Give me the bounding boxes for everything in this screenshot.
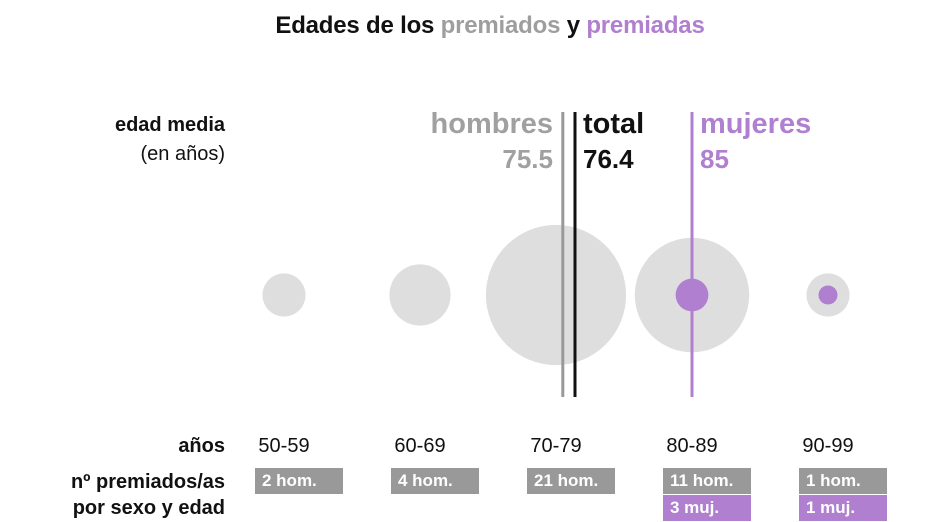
bubble-total-70-79 [485,224,627,366]
bubble-total-60-69 [389,264,451,326]
women-count-badge: 3 muj. [663,495,751,521]
age-label-70-79: 70-79 [530,435,582,457]
men-avg-value: 75.5 [502,144,553,174]
bubble-women-80-89 [675,278,709,312]
title-men-word: premiados [440,12,561,39]
age-label-90-99: 90-99 [802,435,854,457]
age-label-60-69: 60-69 [394,435,446,457]
men-count-badge: 11 hom. [663,468,751,494]
avg-unit-label: (en años) [140,143,226,165]
men-count-badge: 4 hom. [391,468,479,494]
title-women-word: premiadas [586,12,705,39]
years-label: años [178,435,225,457]
chart-title: Edades de los premiados y premiadas [0,12,928,40]
bubble-total-50-59 [262,273,306,317]
age-label-80-89: 80-89 [666,435,718,457]
total-avg-label: total [583,108,645,140]
men-avg-label: hombres [430,108,553,140]
men-count-badge: 21 hom. [527,468,615,494]
age-label-50-59: 50-59 [258,435,310,457]
bubble-women-90-99 [818,285,838,305]
title-part3: y [560,12,587,39]
counts-label-line2: por sexo y edad [72,497,225,519]
total-avg-value: 76.4 [583,144,634,174]
women-count-badge: 1 muj. [799,495,887,521]
women-avg-label: mujeres [700,108,812,140]
counts-label: nº premiados/as [70,471,225,493]
men-count-badge: 1 hom. [799,468,887,494]
women-avg-value: 85 [700,144,729,174]
avg-label: edad media [114,114,225,136]
title-part1: Edades de los [275,12,441,39]
men-count-badge: 2 hom. [255,468,343,494]
